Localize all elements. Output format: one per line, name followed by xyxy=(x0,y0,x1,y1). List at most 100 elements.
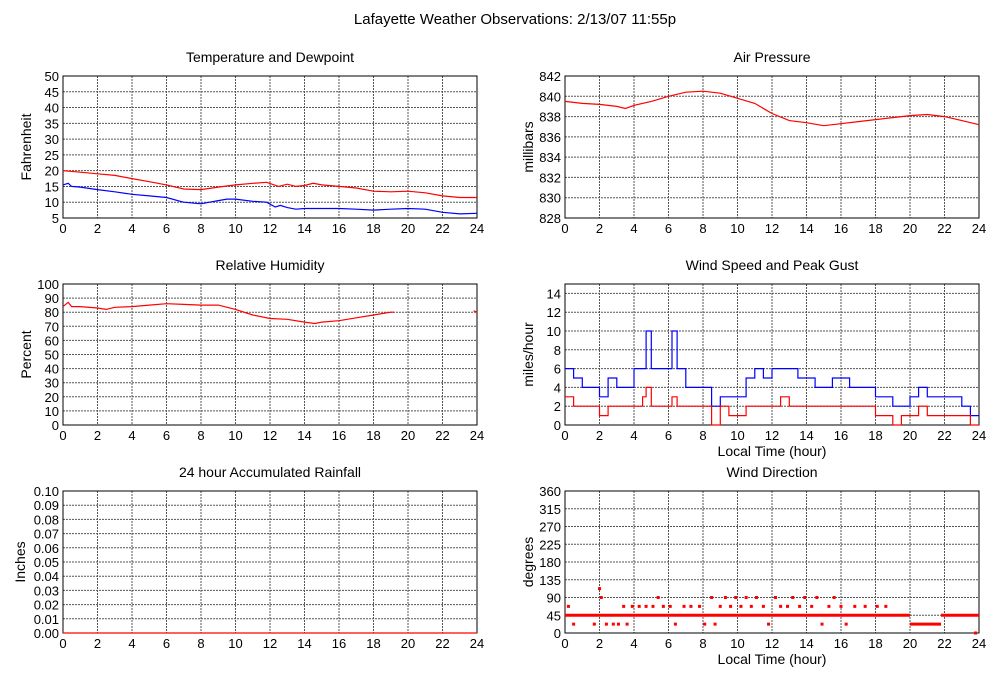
y-tick-label: 50 xyxy=(45,348,59,363)
x-tick-label: 4 xyxy=(630,221,637,236)
x-tick-label: 18 xyxy=(366,636,380,651)
x-tick-label: 12 xyxy=(263,636,277,651)
x-tick-label: 22 xyxy=(435,636,449,651)
x-tick-label: 18 xyxy=(366,221,380,236)
data-point xyxy=(815,596,819,599)
x-tick-label: 16 xyxy=(332,428,346,443)
data-point xyxy=(710,596,714,599)
x-tick-label: 20 xyxy=(401,428,415,443)
y-tick-label: 832 xyxy=(539,170,561,185)
x-tick-label: 6 xyxy=(665,221,672,236)
x-tick-label: 18 xyxy=(366,428,380,443)
y-tick-label: 315 xyxy=(539,502,561,517)
data-point xyxy=(734,596,738,599)
y-tick-label: 40 xyxy=(45,101,59,116)
data-point xyxy=(761,604,765,608)
data-point xyxy=(723,596,727,599)
y-tick-label: 20 xyxy=(45,390,59,405)
y-tick-label: 135 xyxy=(539,573,561,588)
x-tick-label: 10 xyxy=(730,636,744,651)
data-point xyxy=(661,604,665,608)
data-point xyxy=(863,604,867,608)
y-axis-label: millibars xyxy=(520,121,536,172)
x-tick-label: 8 xyxy=(699,221,706,236)
chart-title: Relative Humidity xyxy=(216,257,325,273)
y-tick-label: 4 xyxy=(554,380,561,395)
x-tick-label: 16 xyxy=(332,636,346,651)
data-point xyxy=(754,596,758,599)
y-tick-label: 0.00 xyxy=(34,626,59,641)
x-tick-label: 6 xyxy=(163,221,170,236)
data-point xyxy=(637,604,641,608)
data-point xyxy=(598,587,601,591)
data-point xyxy=(630,604,634,608)
data-point xyxy=(703,622,707,626)
y-tick-label: 45 xyxy=(547,608,561,623)
series-pressure-line xyxy=(564,90,980,127)
y-tick-label: 8 xyxy=(554,343,561,358)
series-peak-gust-line xyxy=(565,330,979,417)
x-tick-label: 20 xyxy=(401,636,415,651)
y-axis-label: Percent xyxy=(18,330,34,378)
y-tick-label: 70 xyxy=(45,319,59,334)
x-tick-label: 16 xyxy=(834,428,848,443)
page-title: Lafayette Weather Observations: 2/13/07 … xyxy=(354,11,676,28)
x-tick-label: 14 xyxy=(799,221,813,236)
x-tick-label: 20 xyxy=(903,636,917,651)
x-tick-label: 22 xyxy=(937,636,951,651)
data-point xyxy=(767,622,771,626)
x-tick-label: 6 xyxy=(665,636,672,651)
y-tick-label: 15 xyxy=(45,179,59,194)
y-tick-label: 12 xyxy=(547,305,561,320)
x-tick-label: 14 xyxy=(297,636,311,651)
x-tick-label: 2 xyxy=(596,636,603,651)
y-tick-label: 225 xyxy=(539,537,561,552)
data-point xyxy=(718,604,722,608)
plot-frame xyxy=(564,283,980,426)
y-tick-label: 10 xyxy=(547,324,561,339)
y-tick-label: 270 xyxy=(539,520,561,535)
data-point xyxy=(844,622,848,626)
x-tick-label: 20 xyxy=(401,221,415,236)
y-tick-label: 0.05 xyxy=(34,555,59,570)
x-tick-label: 8 xyxy=(197,428,204,443)
plot-frame xyxy=(564,75,980,219)
data-point xyxy=(616,622,620,626)
data-point xyxy=(773,596,777,599)
data-point xyxy=(698,604,702,608)
plot-frame xyxy=(62,283,478,426)
y-tick-label: 6 xyxy=(554,362,561,377)
data-point xyxy=(853,604,857,608)
y-tick-label: 0.10 xyxy=(34,484,59,499)
x-tick-label: 4 xyxy=(630,428,637,443)
y-tick-label: 842 xyxy=(539,69,561,84)
y-tick-label: 0.06 xyxy=(34,541,59,556)
x-tick-label: 24 xyxy=(470,636,484,651)
y-tick-label: 5 xyxy=(52,211,59,226)
x-tick-label: 24 xyxy=(470,221,484,236)
chart-title: Air Pressure xyxy=(733,49,810,65)
x-tick-label: 24 xyxy=(470,428,484,443)
data-point xyxy=(668,604,672,608)
x-tick-label: 8 xyxy=(197,636,204,651)
y-tick-label: 834 xyxy=(539,150,561,165)
y-tick-label: 10 xyxy=(45,195,59,210)
y-tick-label: 840 xyxy=(539,89,561,104)
x-tick-label: 22 xyxy=(435,428,449,443)
data-point xyxy=(791,596,795,599)
data-point xyxy=(875,604,879,608)
y-tick-label: 180 xyxy=(539,555,561,570)
data-point xyxy=(884,604,888,608)
x-tick-label: 0 xyxy=(59,636,66,651)
x-tick-label: 20 xyxy=(903,428,917,443)
x-tick-label: 6 xyxy=(163,636,170,651)
y-axis-label: miles/hour xyxy=(520,322,536,387)
y-tick-label: 0 xyxy=(52,418,59,433)
y-tick-label: 45 xyxy=(45,85,59,100)
x-tick-label: 4 xyxy=(630,636,637,651)
x-tick-label: 6 xyxy=(163,428,170,443)
y-tick-label: 2 xyxy=(554,399,561,414)
